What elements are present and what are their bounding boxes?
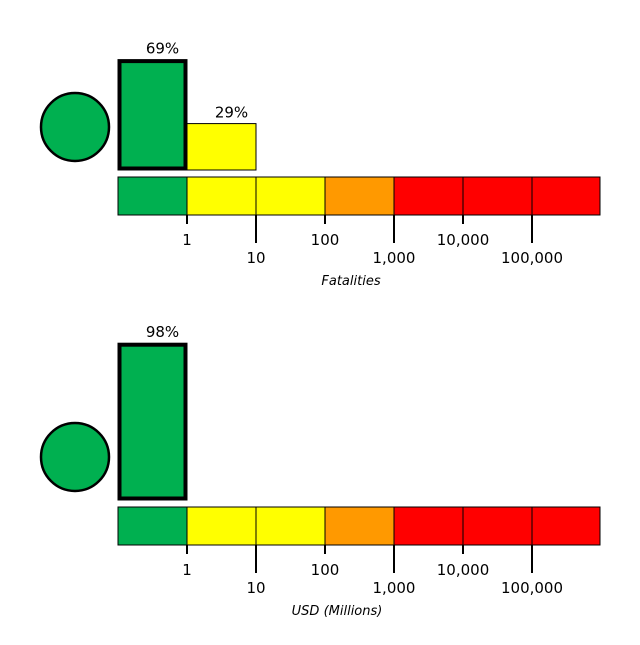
scale-bin — [324, 176, 395, 216]
scale-bin — [393, 176, 464, 216]
axis-label: USD (Millions) — [292, 604, 383, 619]
alert-level-circle — [39, 91, 111, 163]
tick-label: 100,000 — [501, 249, 563, 267]
tick-label: 10,000 — [437, 231, 490, 249]
scale-bin — [117, 176, 188, 216]
probability-bar — [117, 342, 188, 501]
alert-level-circle — [39, 421, 111, 493]
scale-bin — [462, 176, 533, 216]
axis-label: Fatalities — [321, 274, 380, 289]
tick-label: 100 — [311, 231, 340, 249]
tick-label: 10 — [246, 579, 265, 597]
tick-label: 10 — [246, 249, 265, 267]
probability-bar — [186, 123, 257, 171]
tick-label: 100,000 — [501, 579, 563, 597]
tick-label: 1,000 — [373, 249, 416, 267]
scale-bin — [255, 506, 326, 546]
scale-bin — [462, 506, 533, 546]
scale-bin — [393, 506, 464, 546]
scale-bin — [324, 506, 395, 546]
scale-bin — [117, 506, 188, 546]
scale-bin — [531, 506, 601, 546]
scale-bin — [255, 176, 326, 216]
scale-bin — [186, 506, 257, 546]
bar-value-label: 98% — [146, 323, 179, 341]
bar-value-label: 69% — [146, 40, 179, 58]
scale-bin — [531, 176, 601, 216]
tick-label: 1,000 — [373, 579, 416, 597]
tick-label: 1 — [182, 231, 192, 249]
tick-label: 1 — [182, 561, 192, 579]
bar-value-label: 29% — [215, 104, 248, 122]
tick-label: 100 — [311, 561, 340, 579]
tick-label: 10,000 — [437, 561, 490, 579]
scale-bin — [186, 176, 257, 216]
probability-bar — [117, 59, 188, 171]
